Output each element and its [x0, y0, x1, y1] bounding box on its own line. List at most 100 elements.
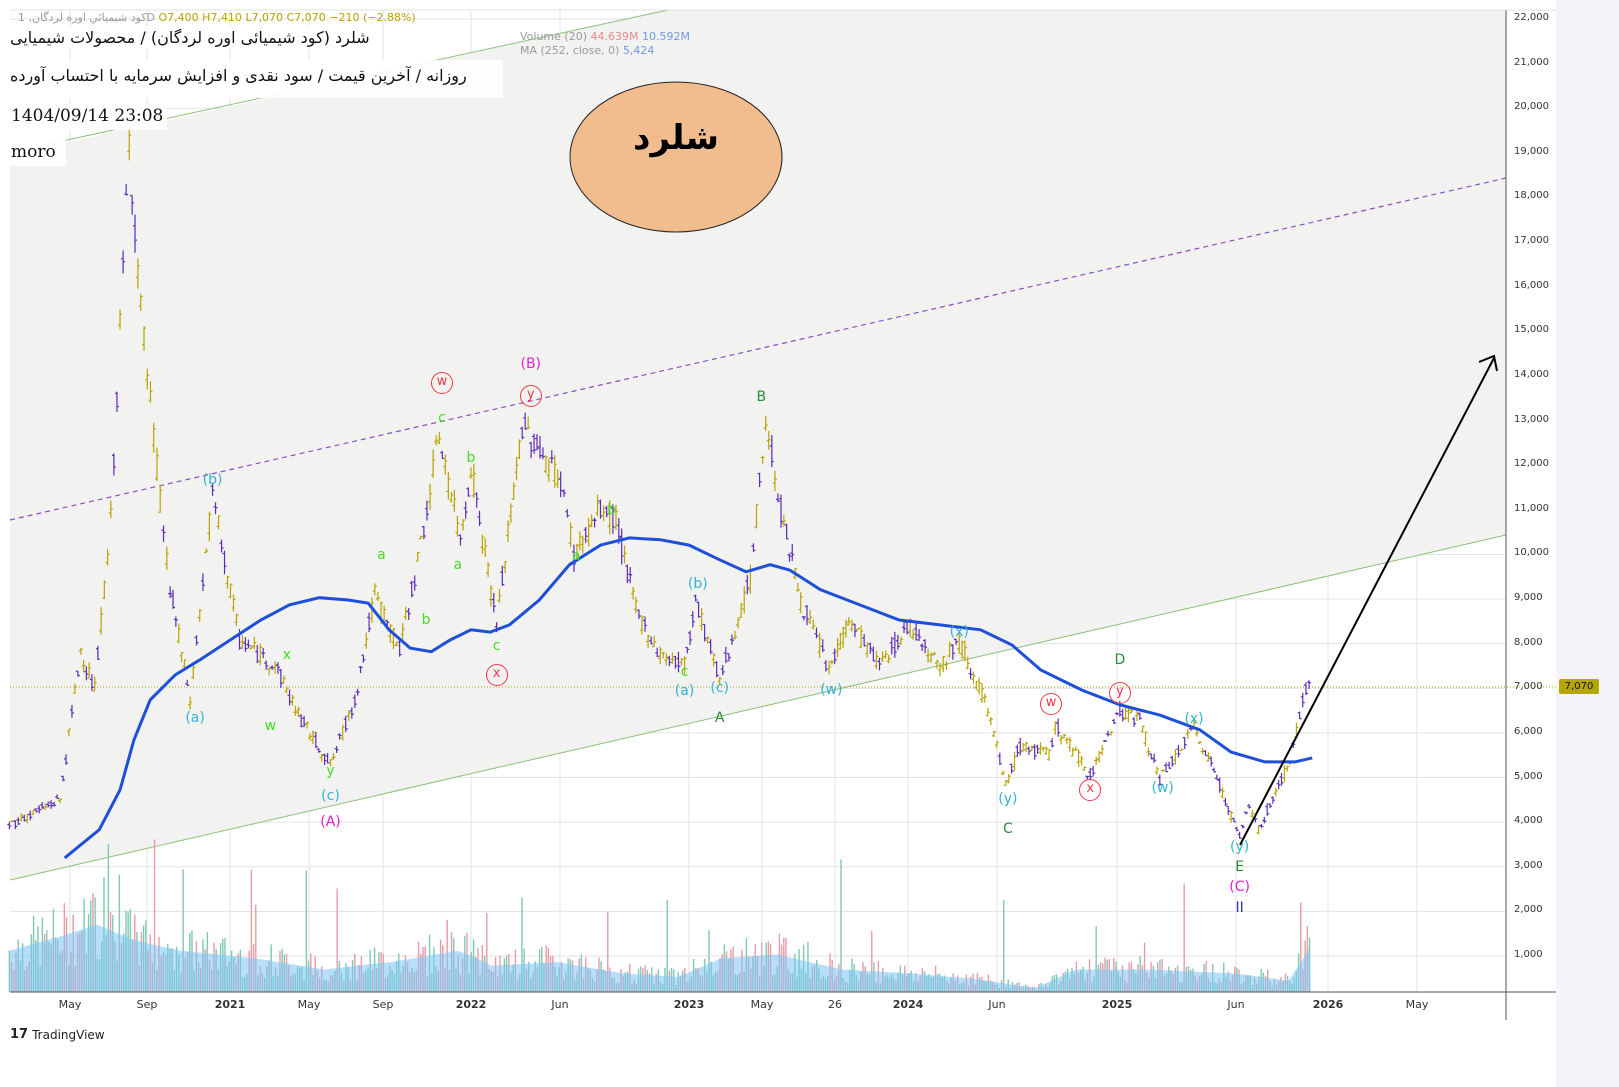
price-bar: [604, 505, 609, 518]
price-bar: [801, 616, 806, 621]
time-tick-label: May: [58, 998, 82, 1011]
price-bar: [835, 637, 840, 658]
price-bar: [124, 184, 129, 196]
price-bar: [1250, 809, 1255, 818]
wave-label[interactable]: A: [714, 709, 725, 726]
price-bar: [349, 707, 354, 719]
wave-label[interactable]: x: [485, 663, 508, 686]
price-bar: [388, 624, 393, 643]
wave-label[interactable]: (c): [321, 787, 340, 804]
price-tick-label: 1,000: [1514, 949, 1543, 961]
price-bar: [228, 583, 233, 599]
price-bar: [898, 636, 903, 645]
wave-label[interactable]: D: [1114, 651, 1126, 668]
wave-label[interactable]: (b): [202, 471, 223, 488]
wave-label[interactable]: c: [492, 637, 501, 654]
wave-label[interactable]: x: [282, 646, 292, 663]
price-bar: [655, 647, 660, 657]
projection-arrow[interactable]: [1239, 354, 1498, 846]
wave-label[interactable]: (b): [687, 575, 708, 592]
wave-label[interactable]: c: [680, 663, 689, 680]
time-tick-label: 2021: [214, 998, 246, 1011]
price-bar: [595, 494, 600, 517]
price-bar: [852, 623, 857, 638]
wave-label[interactable]: y: [326, 762, 335, 779]
wave-label[interactable]: (y): [1230, 839, 1250, 856]
price-bar: [1094, 756, 1099, 765]
wave-label[interactable]: C: [1003, 820, 1013, 837]
price-bar: [960, 640, 965, 659]
wave-label[interactable]: w: [430, 372, 453, 395]
wave-label[interactable]: b: [466, 450, 476, 467]
author-note[interactable]: moro: [8, 140, 66, 166]
wave-label[interactable]: (a): [185, 709, 205, 726]
datetime-note[interactable]: 1404/09/14 23:08: [8, 104, 168, 130]
wave-label[interactable]: a: [571, 547, 581, 564]
price-bar: [95, 645, 100, 660]
wave-label[interactable]: (w): [820, 682, 843, 699]
price-bar: [717, 676, 722, 685]
wave-label[interactable]: (A): [320, 813, 341, 830]
price-bar: [690, 611, 695, 628]
price-bar: [790, 544, 795, 562]
wave-label[interactable]: y: [1108, 681, 1131, 704]
subtitle-note[interactable]: روزانه / آخرین قیمت / سود نقدی و افزایش …: [8, 60, 503, 98]
price-bar: [935, 659, 940, 669]
price-bar: [829, 660, 834, 665]
title-note[interactable]: شلرد (کود شیمیائی اوره لردگان) / محصولات…: [8, 26, 372, 49]
wave-label[interactable]: a: [453, 557, 463, 574]
wave-label[interactable]: y: [519, 385, 542, 408]
price-bar: [720, 665, 725, 676]
price-bar: [415, 551, 420, 562]
price-bar: [540, 447, 545, 460]
price-bar: [1059, 734, 1064, 745]
wave-label[interactable]: (x): [1184, 711, 1204, 728]
wave-label[interactable]: w: [264, 717, 277, 734]
wave-label[interactable]: b: [421, 612, 431, 629]
price-bar: [1160, 769, 1165, 772]
tradingview-logo[interactable]: 17 TradingView: [10, 1027, 105, 1042]
time-tick-label: May: [1405, 998, 1429, 1011]
price-bar: [736, 617, 741, 629]
ma-252-line[interactable]: [63, 536, 1313, 860]
wave-label[interactable]: II: [1235, 899, 1244, 916]
price-bar: [440, 450, 445, 460]
wave-label[interactable]: (w): [1151, 779, 1174, 796]
wave-label[interactable]: x: [1079, 779, 1102, 802]
volume-ma-area: [9, 924, 1311, 992]
channel-lower-line[interactable]: [9, 534, 1507, 881]
price-bar: [1137, 712, 1142, 720]
price-bar: [222, 550, 227, 575]
price-bar: [529, 441, 534, 459]
wave-label[interactable]: (x): [949, 624, 969, 641]
wave-label[interactable]: B: [756, 388, 767, 405]
wave-label[interactable]: (y): [998, 790, 1018, 807]
wave-label[interactable]: E: [1235, 858, 1245, 875]
price-bar: [941, 655, 946, 673]
price-bar: [145, 368, 150, 390]
wave-label[interactable]: w: [1040, 692, 1063, 715]
price-bar: [760, 455, 765, 464]
price-bar: [296, 706, 301, 718]
price-bar: [552, 455, 557, 488]
price-bar: [1265, 803, 1270, 816]
price-bar: [252, 636, 257, 650]
channel-midline-dashed[interactable]: [9, 177, 1507, 521]
price-tick-label: 16,000: [1514, 279, 1549, 291]
wave-label[interactable]: (c): [710, 679, 729, 696]
wave-label[interactable]: b: [607, 501, 616, 518]
wave-label[interactable]: (a): [674, 682, 695, 699]
price-bar: [549, 450, 554, 464]
price-bar: [568, 522, 573, 548]
price-bar: [1206, 752, 1211, 762]
wave-label[interactable]: c: [438, 409, 446, 426]
price-bar: [814, 627, 819, 639]
wave-label[interactable]: (B): [520, 355, 542, 372]
highlight-ellipse[interactable]: [569, 81, 783, 233]
price-bar: [1157, 774, 1162, 787]
wave-label[interactable]: (C): [1229, 878, 1250, 895]
price-bar: [1126, 707, 1131, 723]
price-bar: [403, 606, 408, 620]
wave-label[interactable]: a: [377, 546, 386, 563]
